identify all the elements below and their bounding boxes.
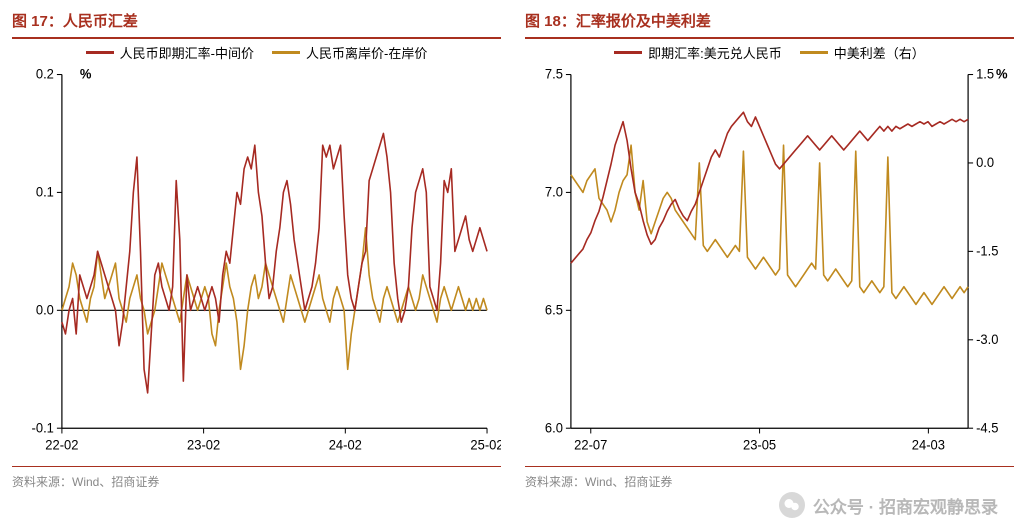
chart-left-svg: -0.1 0.0 0.1 0.2 22-02 23-02 24-02 25-02% — [12, 64, 501, 464]
svg-text:24-02: 24-02 — [329, 437, 362, 452]
legend-label: 人民币离岸价-在岸价 — [306, 43, 427, 62]
panel-right-title: 图 18：汇率报价及中美利差 — [525, 10, 1014, 39]
svg-text:0.1: 0.1 — [36, 184, 54, 199]
svg-text:23-02: 23-02 — [187, 437, 220, 452]
svg-text:-3.0: -3.0 — [976, 332, 998, 347]
panels: 图 17：人民币汇差 人民币即期汇率-中间价 人民币离岸价-在岸价 -0.1 0.… — [0, 0, 1026, 528]
svg-text:%: % — [996, 66, 1008, 81]
panel-right-source: 资料来源：Wind、招商证券 — [525, 466, 1014, 490]
chart-right: 6.0 6.5 7.0 7.5 -4.5 -3.0 -1.5 0.0 1.5 22-07 23-05… — [525, 64, 1014, 464]
svg-text:6.0: 6.0 — [545, 420, 563, 435]
svg-text:1.5: 1.5 — [976, 66, 994, 81]
svg-text:7.5: 7.5 — [545, 66, 563, 81]
legend-item: 中美利差（右） — [800, 43, 925, 62]
svg-text:-0.1: -0.1 — [32, 420, 54, 435]
legend-item: 即期汇率:美元兑人民币 — [614, 43, 782, 62]
panel-left-title: 图 17：人民币汇差 — [12, 10, 501, 39]
panel-left: 图 17：人民币汇差 人民币即期汇率-中间价 人民币离岸价-在岸价 -0.1 0.… — [0, 0, 513, 528]
watermark-label: 公众号 · 招商宏观静思录 — [813, 493, 998, 518]
legend-swatch — [800, 51, 828, 54]
svg-text:22-02: 22-02 — [45, 437, 78, 452]
legend-swatch — [614, 51, 642, 54]
panel-left-legend: 人民币即期汇率-中间价 人民币离岸价-在岸价 — [12, 43, 501, 62]
chart-left: -0.1 0.0 0.1 0.2 22-02 23-02 24-02 25-02% — [12, 64, 501, 464]
panel-right-legend: 即期汇率:美元兑人民币 中美利差（右） — [525, 43, 1014, 62]
watermark: 公众号 · 招商宏观静思录 — [779, 492, 998, 518]
panel-right: 图 18：汇率报价及中美利差 即期汇率:美元兑人民币 中美利差（右） 6.06.… — [513, 0, 1026, 528]
svg-text:24-03: 24-03 — [912, 437, 945, 452]
legend-label: 人民币即期汇率-中间价 — [120, 43, 254, 62]
legend-swatch — [86, 51, 114, 54]
svg-text:0.0: 0.0 — [36, 302, 54, 317]
svg-text:6.5: 6.5 — [545, 302, 563, 317]
svg-text:-1.5: -1.5 — [976, 243, 998, 258]
panel-left-source: 资料来源：Wind、招商证券 — [12, 466, 501, 490]
svg-text:0.0: 0.0 — [976, 155, 994, 170]
legend-item: 人民币即期汇率-中间价 — [86, 43, 254, 62]
svg-text:23-05: 23-05 — [743, 437, 776, 452]
svg-text:22-07: 22-07 — [574, 437, 607, 452]
svg-text:25-02: 25-02 — [470, 437, 501, 452]
legend-label: 中美利差（右） — [834, 43, 925, 62]
legend-label: 即期汇率:美元兑人民币 — [648, 43, 782, 62]
svg-text:-4.5: -4.5 — [976, 420, 998, 435]
svg-text:0.2: 0.2 — [36, 66, 54, 81]
wechat-icon — [779, 492, 805, 518]
svg-text:7.0: 7.0 — [545, 184, 563, 199]
svg-text:%: % — [80, 66, 92, 81]
legend-swatch — [272, 51, 300, 54]
legend-item: 人民币离岸价-在岸价 — [272, 43, 427, 62]
chart-right-svg: 6.0 6.5 7.0 7.5 -4.5 -3.0 -1.5 0.0 1.5 22-07 23-05… — [525, 64, 1014, 464]
